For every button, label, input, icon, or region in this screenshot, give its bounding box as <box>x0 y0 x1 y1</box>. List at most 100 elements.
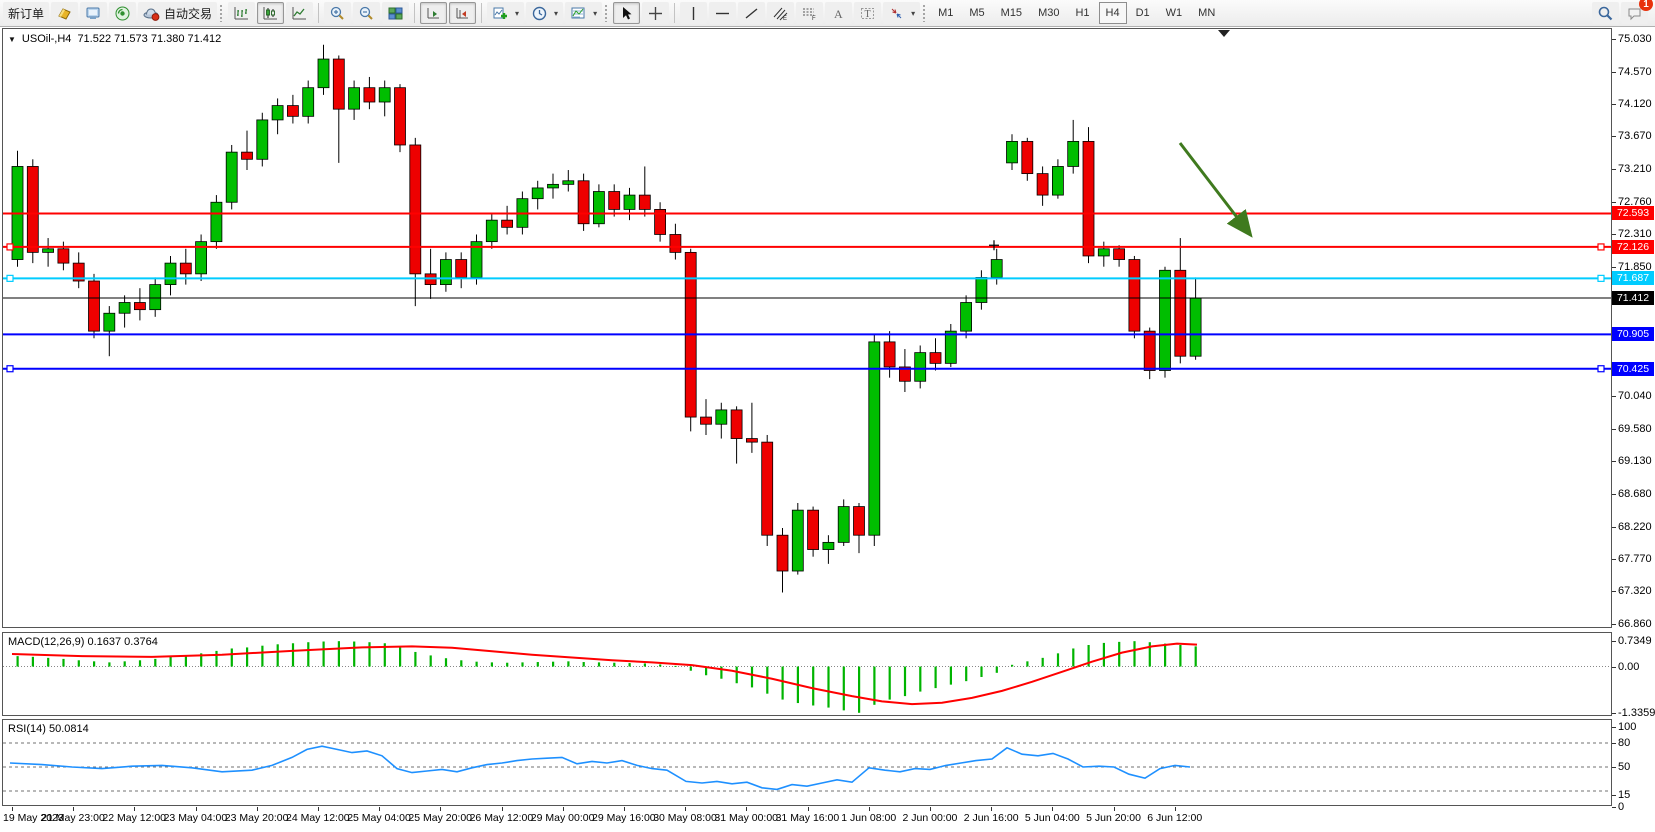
hline-handle[interactable] <box>1597 243 1605 251</box>
tile-windows-button[interactable] <box>382 2 410 24</box>
search-button[interactable] <box>1592 2 1619 24</box>
search-icon <box>1598 6 1613 20</box>
candle <box>302 80 315 124</box>
text-label-icon: T <box>861 7 875 20</box>
timeframe-MN[interactable]: MN <box>1198 7 1216 19</box>
time-label: 29 May 16:00 <box>592 812 656 824</box>
arrows-button[interactable]: ▾ <box>883 2 921 24</box>
chart-shift-button[interactable] <box>449 2 477 24</box>
price-axis[interactable]: 75.030 74.570 74.120 73.670 73.210 72.760 72.3… <box>1612 0 1655 832</box>
terminal-button[interactable] <box>80 2 108 24</box>
dropdown-arrow-icon: ▾ <box>515 8 520 18</box>
horizontal-line-button[interactable] <box>709 2 737 24</box>
hline-handle[interactable] <box>1597 365 1605 373</box>
chat-button[interactable]: 1 <box>1621 0 1653 24</box>
timeframe-M1[interactable]: M1 <box>938 7 954 19</box>
zoom-out-button[interactable] <box>353 2 381 24</box>
candle <box>776 528 789 593</box>
timeframe-W1[interactable]: W1 <box>1165 7 1183 19</box>
macd-bar <box>965 666 968 682</box>
candle <box>669 223 682 260</box>
macd-pane[interactable] <box>2 632 1612 716</box>
price-line-label: 72.126 <box>1612 239 1654 254</box>
auto-trading-button[interactable]: 自动交易 <box>138 2 218 24</box>
new-order-button[interactable]: 新订单 <box>3 2 50 24</box>
channel-button[interactable]: E <box>767 2 795 24</box>
time-label: 23 May 20:00 <box>224 812 289 824</box>
add-indicator-button[interactable]: ▾ <box>487 2 525 24</box>
timeframe-M5[interactable]: M5 <box>969 7 985 19</box>
candle <box>1052 159 1064 199</box>
auto-scroll-button[interactable] <box>420 2 448 24</box>
zoom-in-button[interactable] <box>324 2 352 24</box>
line-chart-button[interactable] <box>286 2 314 24</box>
candle <box>455 252 468 289</box>
text-button[interactable]: A <box>825 2 853 24</box>
timeframe-H4[interactable]: H4 <box>1098 2 1127 24</box>
bar-chart-button[interactable] <box>228 2 256 24</box>
timeframe-D1[interactable]: D1 <box>1135 7 1150 19</box>
time-axis[interactable]: 19 May 2023 21 May 23:00 22 May 12:00 23 Ma… <box>2 807 1612 831</box>
timeframe-M15[interactable]: M15 <box>1000 7 1023 19</box>
hline-handle[interactable] <box>6 274 14 282</box>
time-label: 5 Jun 04:00 <box>1024 812 1080 824</box>
terminal-icon <box>86 7 100 19</box>
candle <box>547 173 559 199</box>
candle <box>1006 134 1018 171</box>
candle <box>286 94 299 124</box>
macd-bar <box>1148 642 1151 667</box>
candle <box>195 234 208 282</box>
price-chart-pane[interactable] <box>2 28 1612 628</box>
annotation-arrow[interactable] <box>1178 142 1253 238</box>
candle <box>899 349 911 393</box>
hline-handle[interactable] <box>1597 274 1605 282</box>
templates-button[interactable]: ▾ <box>565 2 603 24</box>
candle <box>623 187 636 221</box>
zoom-in-icon <box>330 6 344 20</box>
timeframe-M30[interactable]: M30 <box>1038 7 1060 19</box>
macd-bar <box>184 655 187 667</box>
candle <box>485 212 498 249</box>
candlestick-chart-button[interactable] <box>257 2 285 24</box>
crosshair-button[interactable] <box>642 2 670 24</box>
cursor-icon <box>623 6 632 19</box>
macd-bar <box>444 658 448 667</box>
macd-bar <box>873 666 876 705</box>
text-label-button[interactable]: T <box>854 2 882 24</box>
macd-bar <box>307 642 310 667</box>
timeframe-H1[interactable]: H1 <box>1075 7 1090 19</box>
plus-marker <box>989 240 999 251</box>
hline-handle[interactable] <box>6 365 14 373</box>
rsi-pane[interactable] <box>2 719 1612 806</box>
candle <box>332 55 345 163</box>
candle <box>791 502 804 575</box>
candle <box>531 180 544 210</box>
macd-bar <box>521 662 524 667</box>
macd-bar <box>230 648 233 667</box>
time-label: 31 May 00:00 <box>714 812 779 824</box>
axis-label: 100 <box>1618 721 1637 733</box>
macd-bar <box>628 663 631 667</box>
axis-label: 68.680 <box>1618 487 1652 500</box>
fibonacci-button[interactable]: F <box>796 2 824 24</box>
candle <box>149 277 162 317</box>
auto-trading-hat-icon <box>143 7 160 21</box>
hline-handle[interactable] <box>6 243 14 251</box>
axis-label: 66.860 <box>1618 618 1652 630</box>
candle <box>1189 277 1202 360</box>
gold-bar-button[interactable] <box>51 2 79 24</box>
vertical-line-button[interactable] <box>680 2 708 24</box>
macd-signal-line <box>11 642 1198 706</box>
symbol-period-label: USOil-,H4 <box>21 33 72 45</box>
axis-label: 15 <box>1618 789 1631 801</box>
candle <box>700 399 712 435</box>
macd-bar <box>812 666 815 706</box>
macd-bar <box>643 663 646 667</box>
signal-button[interactable] <box>109 2 137 24</box>
trendline-button[interactable] <box>738 2 766 24</box>
periods-clock-button[interactable]: ▾ <box>526 2 564 24</box>
macd-bar <box>536 662 539 667</box>
macd-bar <box>93 661 96 667</box>
chart-shift-marker[interactable] <box>1218 30 1230 37</box>
cursor-button[interactable] <box>613 2 641 24</box>
